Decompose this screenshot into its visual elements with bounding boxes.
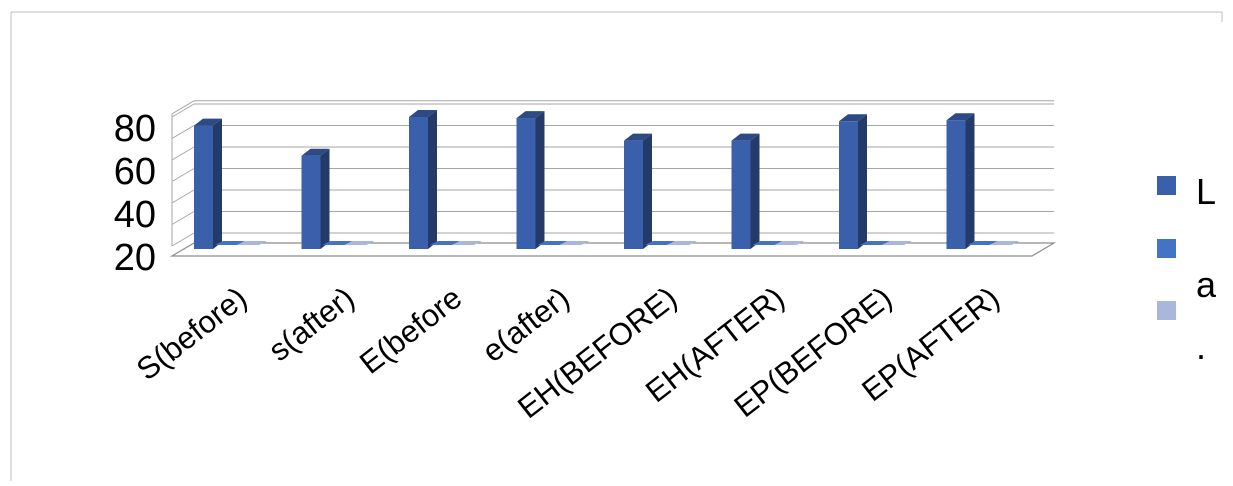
bar bbox=[624, 140, 643, 249]
bar bbox=[882, 241, 912, 245]
bar-side bbox=[643, 133, 652, 249]
side-wall-gridline bbox=[171, 103, 195, 118]
y-tick-label: 80 bbox=[114, 108, 156, 150]
legend-label: a bbox=[1196, 264, 1217, 305]
bar-side bbox=[428, 110, 437, 249]
bar bbox=[409, 117, 428, 249]
bar-top bbox=[946, 113, 975, 121]
y-tick-label: 40 bbox=[114, 194, 156, 236]
side-wall-gridline bbox=[171, 211, 195, 225]
bar bbox=[559, 241, 590, 245]
legend-swatch bbox=[1157, 176, 1176, 195]
bar-top bbox=[624, 133, 652, 141]
y-tick-label: 20 bbox=[114, 237, 156, 279]
chart-floor bbox=[169, 242, 1057, 257]
bar-layer bbox=[194, 110, 1020, 249]
bar-top bbox=[194, 118, 222, 126]
bar bbox=[839, 121, 858, 249]
bar bbox=[967, 241, 998, 245]
bar bbox=[452, 241, 482, 245]
bar bbox=[946, 120, 966, 249]
legend-swatch bbox=[1157, 301, 1176, 320]
legend-swatch bbox=[1157, 239, 1176, 258]
bar-side bbox=[320, 148, 330, 249]
bar-side bbox=[535, 111, 545, 249]
bar bbox=[989, 241, 1020, 245]
bar-top bbox=[516, 111, 545, 119]
bar bbox=[667, 241, 697, 245]
bar bbox=[344, 241, 375, 245]
floor-outline bbox=[169, 242, 1057, 257]
side-wall-gridline bbox=[171, 168, 195, 182]
bar-top bbox=[731, 133, 760, 141]
bar-side bbox=[965, 113, 975, 249]
x-axis: S(before) s(after)E(before e(after)EH(BEFO… bbox=[130, 280, 1006, 425]
legend: La. bbox=[1157, 171, 1217, 367]
bar bbox=[430, 241, 460, 245]
bar bbox=[752, 241, 783, 245]
x-tick-label: s(after) bbox=[262, 280, 361, 368]
bar bbox=[237, 241, 267, 245]
legend-label: L bbox=[1196, 171, 1216, 212]
bar bbox=[322, 241, 353, 245]
x-tick-label: e(after) bbox=[476, 280, 576, 369]
bar bbox=[774, 241, 805, 245]
bar bbox=[301, 155, 321, 249]
bar-side bbox=[213, 118, 222, 249]
bar bbox=[731, 140, 751, 249]
side-wall-gridline bbox=[171, 146, 195, 161]
bar-top bbox=[409, 110, 437, 117]
side-wall-gridline bbox=[171, 125, 195, 139]
bar-top bbox=[301, 148, 330, 156]
bar bbox=[215, 241, 245, 245]
bar-side bbox=[858, 114, 867, 249]
x-tick-label: E(before bbox=[353, 280, 468, 381]
y-tick-label: 60 bbox=[114, 151, 156, 193]
bar bbox=[537, 241, 568, 245]
bar-side bbox=[750, 133, 760, 249]
legend-label: . bbox=[1196, 326, 1206, 367]
side-wall-gridline bbox=[171, 100, 195, 115]
x-tick-label: S(before) bbox=[130, 280, 253, 387]
bar bbox=[860, 241, 890, 245]
bar bbox=[645, 241, 675, 245]
bar-top bbox=[839, 114, 867, 122]
bar bbox=[194, 125, 213, 249]
side-wall-gridline bbox=[171, 232, 195, 247]
side-wall-gridline bbox=[171, 189, 195, 204]
bar bbox=[516, 118, 536, 249]
